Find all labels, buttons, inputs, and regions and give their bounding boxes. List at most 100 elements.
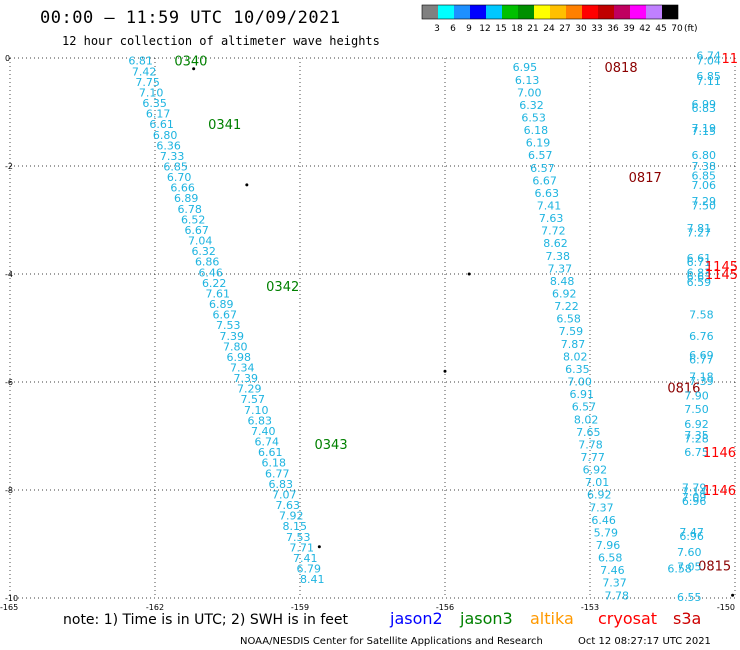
- wave-height-label: 7.60: [677, 546, 702, 559]
- wave-height-label: 6.76: [689, 330, 714, 343]
- wave-height-label: 7.79: [682, 481, 707, 494]
- wave-height-label: 6.19: [526, 137, 551, 150]
- wave-height-label: 6.81: [128, 55, 153, 68]
- wave-height-label: 7.77: [580, 451, 605, 464]
- x-tick-label: -156: [436, 603, 454, 612]
- legend-altika: altika: [530, 609, 574, 628]
- wave-height-label: 7.72: [541, 225, 566, 238]
- wave-height-label: 7.38: [545, 250, 570, 263]
- wave-height-label: 7.27: [687, 226, 712, 239]
- wave-height-label: 6.86: [195, 256, 220, 269]
- wave-height-label: 6.92: [583, 464, 608, 477]
- wave-height-label: 7.78: [605, 589, 630, 602]
- wave-height-label: 5.79: [594, 526, 619, 539]
- wave-height-label: 6.17: [146, 108, 171, 121]
- y-tick-label: -4: [5, 270, 13, 279]
- colorbar-swatch: [550, 5, 566, 19]
- wave-height-label: 7.65: [576, 426, 601, 439]
- colorbar-swatch: [646, 5, 662, 19]
- colorbar-swatch: [518, 5, 534, 19]
- wave-height-label: 7.39: [233, 372, 258, 385]
- colorbar-swatch: [502, 5, 518, 19]
- wave-height-label: 7.33: [160, 150, 185, 163]
- colorbar-tick-label: 42: [639, 24, 650, 34]
- wave-height-label: 6.80: [692, 149, 717, 162]
- x-tick-label: -162: [146, 603, 164, 612]
- wave-height-label: 7.61: [205, 287, 230, 300]
- wave-height-label: 6.98: [226, 351, 251, 364]
- island-marker: [731, 593, 735, 597]
- wave-height-label: 6.67: [212, 309, 237, 322]
- wave-height-label: 6.59: [687, 276, 712, 289]
- wave-height-label: 7.50: [692, 199, 717, 212]
- wave-height-label: 7.63: [275, 499, 300, 512]
- island-marker: [192, 67, 196, 71]
- wave-height-label: 7.04: [696, 55, 721, 68]
- wave-height-label: 7.14: [682, 486, 707, 499]
- wave-height-label: 8.41: [300, 573, 325, 586]
- x-tick-label: -153: [581, 603, 599, 612]
- wave-height-label: 7.00: [567, 376, 592, 389]
- wave-height-label: 6.36: [156, 139, 181, 152]
- y-tick-label: -6: [5, 378, 13, 387]
- island-marker: [245, 183, 249, 187]
- wave-height-label: 7.01: [585, 476, 610, 489]
- wave-height-label: 6.63: [687, 271, 712, 284]
- wave-height-label: 6.35: [565, 363, 590, 376]
- wave-height-label: 7.39: [219, 330, 244, 343]
- wave-height-label: 7.47: [679, 526, 704, 539]
- map-title: 00:00 – 11:59 UTC 10/09/2021: [40, 8, 341, 28]
- colorbar-tick-label: 18: [511, 24, 523, 34]
- wave-height-label: 6.63: [535, 187, 560, 200]
- wave-height-label: 6.55: [677, 591, 702, 604]
- wave-height-label: 6.95: [513, 61, 538, 74]
- wave-height-label: 6.53: [521, 111, 546, 124]
- wave-height-label: 7.92: [279, 510, 304, 523]
- wave-height-label: 6.89: [209, 298, 234, 311]
- note-text: note: 1) Time is in UTC; 2) SWH is in fe…: [63, 612, 349, 628]
- wave-height-label: 7.53: [286, 531, 311, 544]
- y-tick-label: 0: [5, 54, 10, 63]
- wave-height-label: 8.02: [574, 413, 599, 426]
- wave-height-label: 6.35: [142, 97, 167, 110]
- colorbar-tick-label: 30: [575, 24, 587, 34]
- wave-height-label: 7.35: [684, 429, 709, 442]
- pass-time-label: 1146: [703, 446, 736, 461]
- wave-height-label: 7.41: [537, 199, 562, 212]
- wave-height-label: 6.57: [572, 401, 597, 414]
- pass-time-label: 0817: [629, 171, 662, 186]
- colorbar-tick-label: 6: [450, 24, 456, 34]
- wave-height-label: 6.58: [667, 562, 692, 575]
- colorbar-tick-label: 36: [607, 24, 619, 34]
- wave-height-label: 7.75: [135, 76, 160, 89]
- colorbar-tick-label: 9: [466, 24, 472, 34]
- wave-height-label: 6.46: [198, 266, 223, 279]
- wave-height-label: 7.37: [589, 501, 614, 514]
- wave-height-label: 8.48: [550, 275, 575, 288]
- wave-height-label: 7.50: [684, 403, 709, 416]
- wave-height-label: 6.32: [519, 99, 544, 112]
- wave-height-label: 6.61: [149, 118, 174, 131]
- wave-height-label: 7.37: [548, 262, 573, 275]
- y-tick-label: -10: [5, 594, 18, 603]
- color-scale-bar: 3 6 9 12 15 18 21 24 27 30 33 36 39 42 45 70 (ft): [421, 4, 698, 34]
- pass-time-label: 0816: [667, 381, 700, 396]
- wave-height-label: 8.15: [282, 520, 307, 533]
- wave-height-label: 6.61: [258, 446, 283, 459]
- colorbar-swatch: [566, 5, 582, 19]
- legend-jason3: jason3: [460, 609, 513, 628]
- colorbar-tick-label: 39: [623, 24, 635, 34]
- pass-time-label: 1146: [703, 484, 736, 499]
- wave-height-label: 7.96: [596, 539, 621, 552]
- wave-height-label: 6.18: [261, 457, 286, 470]
- wave-height-label: 6.79: [296, 563, 321, 576]
- wave-height-label: 7.09: [682, 491, 707, 504]
- pass-time-label: 0343: [315, 438, 348, 453]
- island-marker: [467, 272, 471, 276]
- track-cryosat-east: 6.747.046.857.116.996.837.197.156.807.38…: [667, 49, 738, 604]
- wave-height-label: 6.99: [692, 98, 717, 111]
- timestamp-text: Oct 12 08:27:17 UTC 2021: [578, 636, 711, 647]
- colorbar-swatch: [614, 5, 630, 19]
- wave-height-label: 7.63: [539, 212, 564, 225]
- legend-cryosat: cryosat: [598, 609, 658, 628]
